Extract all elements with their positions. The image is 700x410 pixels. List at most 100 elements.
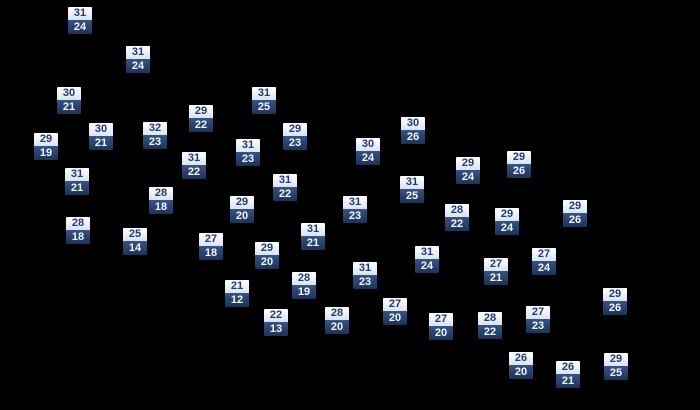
- low-temp: 21: [65, 181, 89, 195]
- low-temp: 26: [401, 130, 425, 144]
- low-temp: 25: [400, 189, 424, 203]
- temp-badge[interactable]: 27 21: [484, 258, 508, 285]
- temp-badge[interactable]: 26 20: [509, 352, 533, 379]
- low-temp: 18: [199, 246, 223, 260]
- temp-badge[interactable]: 31 25: [400, 176, 424, 203]
- temp-badge[interactable]: 29 22: [189, 105, 213, 132]
- temp-badge[interactable]: 30 21: [89, 123, 113, 150]
- temp-badge[interactable]: 31 23: [236, 139, 260, 166]
- temp-badge[interactable]: 31 24: [68, 7, 92, 34]
- temp-badge[interactable]: 31 23: [353, 262, 377, 289]
- low-temp: 24: [532, 261, 556, 275]
- temp-badge[interactable]: 30 21: [57, 87, 81, 114]
- temp-badge[interactable]: 27 20: [383, 298, 407, 325]
- temp-badge[interactable]: 31 22: [182, 152, 206, 179]
- temp-badge[interactable]: 26 21: [556, 361, 580, 388]
- high-temp: 27: [383, 298, 407, 311]
- low-temp: 20: [325, 320, 349, 334]
- temp-badge[interactable]: 28 18: [66, 217, 90, 244]
- high-temp: 28: [292, 272, 316, 285]
- low-temp: 18: [66, 230, 90, 244]
- high-temp: 22: [264, 309, 288, 322]
- temp-badge[interactable]: 28 22: [478, 312, 502, 339]
- high-temp: 21: [225, 280, 249, 293]
- high-temp: 28: [478, 312, 502, 325]
- high-temp: 31: [65, 168, 89, 181]
- high-temp: 29: [34, 133, 58, 146]
- high-temp: 29: [603, 288, 627, 301]
- low-temp: 18: [149, 200, 173, 214]
- temp-badge[interactable]: 30 26: [401, 117, 425, 144]
- high-temp: 27: [484, 258, 508, 271]
- temp-badge[interactable]: 25 14: [123, 228, 147, 255]
- high-temp: 29: [255, 242, 279, 255]
- low-temp: 20: [230, 209, 254, 223]
- low-temp: 21: [57, 100, 81, 114]
- temp-badge[interactable]: 31 24: [415, 246, 439, 273]
- temp-badge[interactable]: 29 26: [563, 200, 587, 227]
- temp-badge[interactable]: 31 25: [252, 87, 276, 114]
- high-temp: 31: [301, 223, 325, 236]
- high-temp: 32: [143, 122, 167, 135]
- temp-badge[interactable]: 28 18: [149, 187, 173, 214]
- temp-badge[interactable]: 29 25: [604, 353, 628, 380]
- low-temp: 22: [445, 217, 469, 231]
- low-temp: 20: [383, 311, 407, 325]
- high-temp: 29: [604, 353, 628, 366]
- high-temp: 28: [66, 217, 90, 230]
- high-temp: 31: [400, 176, 424, 189]
- high-temp: 31: [68, 7, 92, 20]
- temp-badge[interactable]: 29 20: [230, 196, 254, 223]
- temp-badge[interactable]: 27 20: [429, 313, 453, 340]
- high-temp: 31: [353, 262, 377, 275]
- low-temp: 23: [236, 152, 260, 166]
- high-temp: 27: [429, 313, 453, 326]
- temp-badge[interactable]: 32 23: [143, 122, 167, 149]
- low-temp: 20: [255, 255, 279, 269]
- low-temp: 23: [343, 209, 367, 223]
- temp-badge[interactable]: 28 20: [325, 307, 349, 334]
- high-temp: 29: [495, 208, 519, 221]
- temp-badge[interactable]: 28 22: [445, 204, 469, 231]
- temp-badge[interactable]: 31 21: [301, 223, 325, 250]
- low-temp: 20: [429, 326, 453, 340]
- temp-badge[interactable]: 27 24: [532, 248, 556, 275]
- temp-badge[interactable]: 28 19: [292, 272, 316, 299]
- low-temp: 22: [273, 187, 297, 201]
- temp-badge[interactable]: 29 19: [34, 133, 58, 160]
- low-temp: 24: [356, 151, 380, 165]
- high-temp: 31: [126, 46, 150, 59]
- temp-badge[interactable]: 27 18: [199, 233, 223, 260]
- low-temp: 23: [283, 136, 307, 150]
- temp-badge[interactable]: 29 24: [456, 157, 480, 184]
- temp-badge[interactable]: 31 22: [273, 174, 297, 201]
- high-temp: 30: [356, 138, 380, 151]
- temp-badge[interactable]: 31 24: [126, 46, 150, 73]
- high-temp: 30: [57, 87, 81, 100]
- temp-badge[interactable]: 31 23: [343, 196, 367, 223]
- temp-badge[interactable]: 21 12: [225, 280, 249, 307]
- high-temp: 27: [199, 233, 223, 246]
- high-temp: 29: [563, 200, 587, 213]
- temp-badge[interactable]: 27 23: [526, 306, 550, 333]
- low-temp: 21: [556, 374, 580, 388]
- temp-badge[interactable]: 29 23: [283, 123, 307, 150]
- temp-badge[interactable]: 22 13: [264, 309, 288, 336]
- high-temp: 31: [415, 246, 439, 259]
- temp-badge[interactable]: 29 20: [255, 242, 279, 269]
- temp-badge[interactable]: 29 26: [507, 151, 531, 178]
- high-temp: 31: [236, 139, 260, 152]
- high-temp: 31: [273, 174, 297, 187]
- low-temp: 21: [301, 236, 325, 250]
- high-temp: 31: [343, 196, 367, 209]
- temp-badge[interactable]: 30 24: [356, 138, 380, 165]
- temp-badge[interactable]: 29 26: [603, 288, 627, 315]
- temp-badge[interactable]: 31 21: [65, 168, 89, 195]
- low-temp: 13: [264, 322, 288, 336]
- temp-badge[interactable]: 29 24: [495, 208, 519, 235]
- low-temp: 22: [189, 118, 213, 132]
- high-temp: 31: [252, 87, 276, 100]
- high-temp: 30: [89, 123, 113, 136]
- low-temp: 23: [353, 275, 377, 289]
